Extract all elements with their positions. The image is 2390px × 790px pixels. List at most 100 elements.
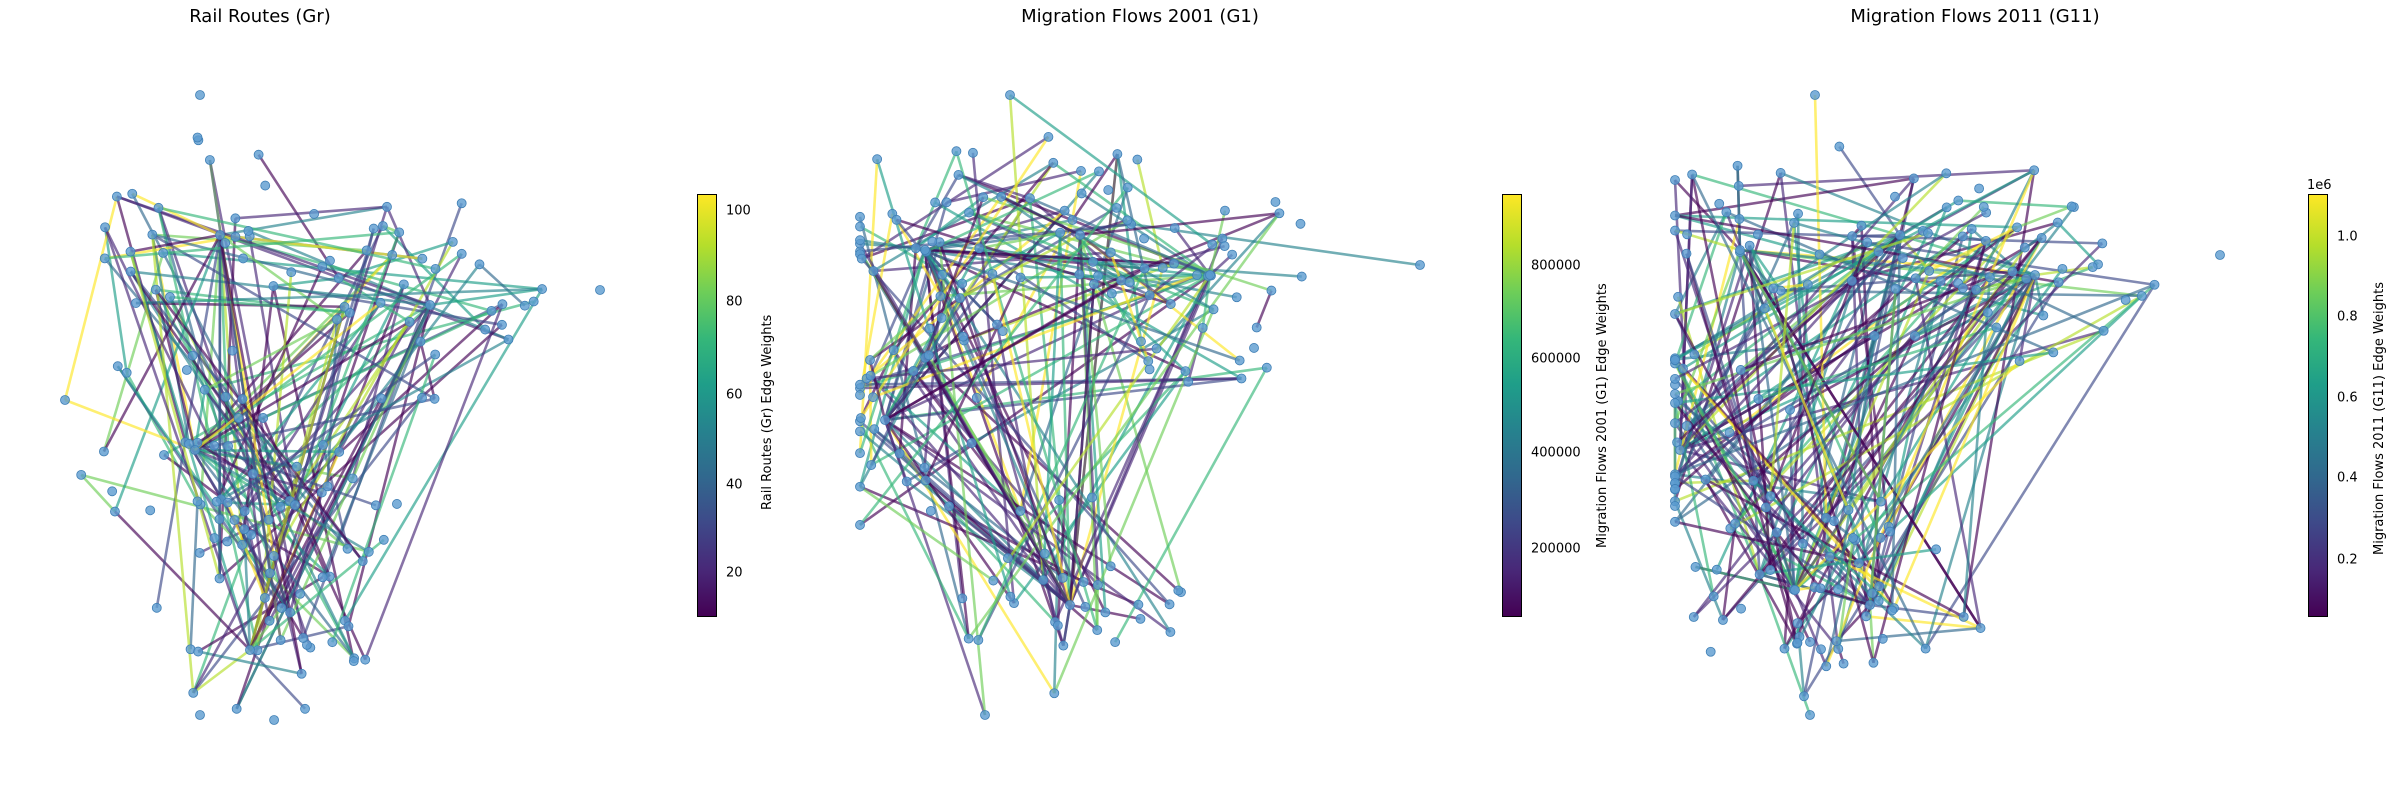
graph-node <box>1724 427 1735 438</box>
graph-edge <box>1078 234 1112 567</box>
graph-edge <box>326 319 339 487</box>
graph-node <box>1834 141 1845 152</box>
graph-node <box>211 496 222 507</box>
graph-node <box>855 379 865 390</box>
graph-node <box>447 236 458 247</box>
graph-node <box>1100 607 1111 618</box>
graph-edge <box>1868 236 1964 606</box>
graph-node <box>855 520 865 530</box>
graph-edge <box>884 418 1171 606</box>
graph-node <box>318 440 328 450</box>
graph-node <box>980 710 990 720</box>
graph-edge <box>1857 274 2037 564</box>
graph-node <box>1057 572 1068 583</box>
graph-node <box>260 180 271 191</box>
graph-edge <box>103 226 252 651</box>
graph-node <box>1789 217 1799 228</box>
graph-node <box>394 227 405 238</box>
graph-node <box>920 475 931 486</box>
graph-node <box>1207 239 1218 250</box>
colorbar-tick: 0.6 <box>2337 390 2358 406</box>
graph-node <box>1753 229 1763 240</box>
graph-node <box>2097 238 2108 249</box>
graph-node <box>1761 502 1771 513</box>
graph-node <box>1974 183 1985 194</box>
graph-edge <box>135 301 345 309</box>
graph-node <box>855 426 865 437</box>
colorbar-tick: 20 <box>726 565 743 581</box>
graph-edge <box>873 428 1071 606</box>
graph-node <box>1735 245 1745 255</box>
graph-edge <box>1769 222 1796 497</box>
graph-node <box>1220 205 1230 216</box>
graph-node <box>951 146 962 157</box>
graph-edge <box>1095 584 1100 631</box>
graph-node <box>1682 229 1692 240</box>
graph-edge <box>1868 288 1897 606</box>
graph-node <box>223 441 233 451</box>
graph-node <box>855 413 866 423</box>
graph-node <box>456 198 467 209</box>
graph-edge <box>865 219 1129 380</box>
graph-node <box>322 481 333 492</box>
graph-node <box>1043 132 1054 142</box>
graph-node <box>1687 169 1698 180</box>
graph-edge <box>906 441 973 483</box>
graph-edge <box>197 650 302 676</box>
graph-node <box>1249 343 1259 353</box>
graph-edge <box>1056 234 1082 626</box>
graph-node <box>1941 168 1952 179</box>
graph-node <box>145 505 156 516</box>
graph-node <box>1848 533 1858 543</box>
graph-node <box>1790 585 1800 595</box>
graph-node <box>220 238 231 248</box>
graph-node <box>996 191 1007 202</box>
graph-node <box>1771 527 1782 538</box>
graph-edge <box>1748 245 1797 591</box>
graph-node <box>2021 273 2032 284</box>
graph-node <box>1854 558 1864 569</box>
graph-edge <box>1673 359 1797 591</box>
graph-edge <box>1155 212 1281 350</box>
graph-edge <box>151 234 191 445</box>
panel-migration-2011: Migration Flows 2011 (G11) 1e6 0.2 0.4 0… <box>1600 0 2390 790</box>
graph-node <box>1867 588 1878 599</box>
graph-node <box>100 222 110 233</box>
graph-edge <box>915 247 1241 362</box>
graph-node <box>2030 270 2040 280</box>
graph-edge <box>869 374 1071 606</box>
graph-edge <box>218 234 303 675</box>
graph-node <box>1775 168 1786 178</box>
graph-node <box>910 243 921 254</box>
graph-node <box>209 440 219 451</box>
graph-node <box>1688 612 1699 622</box>
graph-edge <box>1748 245 1882 539</box>
graph-node <box>1718 615 1728 625</box>
graph-node <box>978 192 989 203</box>
graph-node <box>1897 253 1908 264</box>
graph-node <box>941 197 952 208</box>
network-graph <box>855 90 1425 720</box>
graph-node <box>429 393 440 404</box>
graph-node <box>2120 295 2131 305</box>
graph-edge <box>1825 169 2036 667</box>
graph-node <box>121 367 132 378</box>
graph-node <box>1205 270 1215 280</box>
graph-node <box>2012 222 2022 233</box>
graph-edge <box>347 304 432 627</box>
graph-node <box>187 350 198 361</box>
graph-node <box>165 292 175 302</box>
graph-node <box>398 279 409 290</box>
graph-edge <box>1914 273 2036 338</box>
graph-node <box>1690 562 1701 572</box>
graph-edge <box>884 418 1172 634</box>
graph-edge <box>895 219 942 297</box>
graph-node <box>1941 202 1952 213</box>
graph-node <box>258 413 269 423</box>
graph-node <box>919 462 930 473</box>
graph-node <box>957 593 968 604</box>
graph-node <box>99 446 109 457</box>
graph-edge <box>129 270 297 506</box>
graph-node <box>1869 331 1880 341</box>
graph-edge <box>419 341 436 400</box>
